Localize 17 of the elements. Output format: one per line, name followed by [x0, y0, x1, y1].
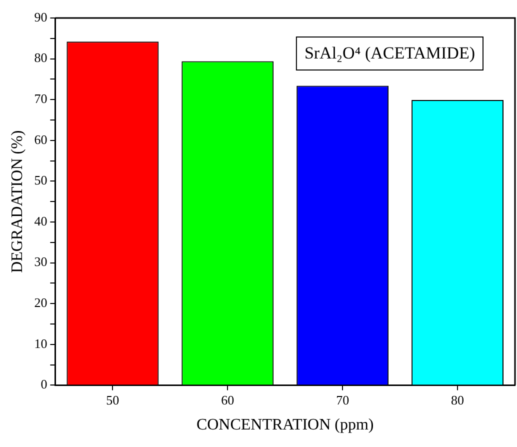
x-tick-label: 50	[106, 392, 120, 408]
y-tick-label: 20	[34, 295, 48, 310]
annotation: SrAl₂O⁴ (ACETAMIDE)	[304, 43, 476, 62]
y-tick-label: 70	[34, 91, 48, 106]
y-tick-label: 0	[40, 376, 48, 392]
y-tick-label: 80	[34, 50, 48, 66]
y-tick-label: 30	[34, 254, 48, 270]
x-axis-title: CONCENTRATION (ppm)	[196, 416, 374, 434]
x-tick-label: 70	[336, 392, 350, 408]
y-axis-title: DEGRADATION (%)	[8, 130, 26, 273]
y-tick-label: 50	[34, 172, 48, 188]
y-tick-label: 90	[34, 9, 48, 24]
x-tick-label: 60	[221, 392, 234, 408]
x-tick-label: 80	[451, 392, 464, 408]
y-tick-label: 10	[34, 336, 48, 351]
y-tick-label: 60	[34, 132, 48, 147]
y-tick-label: 40	[34, 213, 48, 228]
